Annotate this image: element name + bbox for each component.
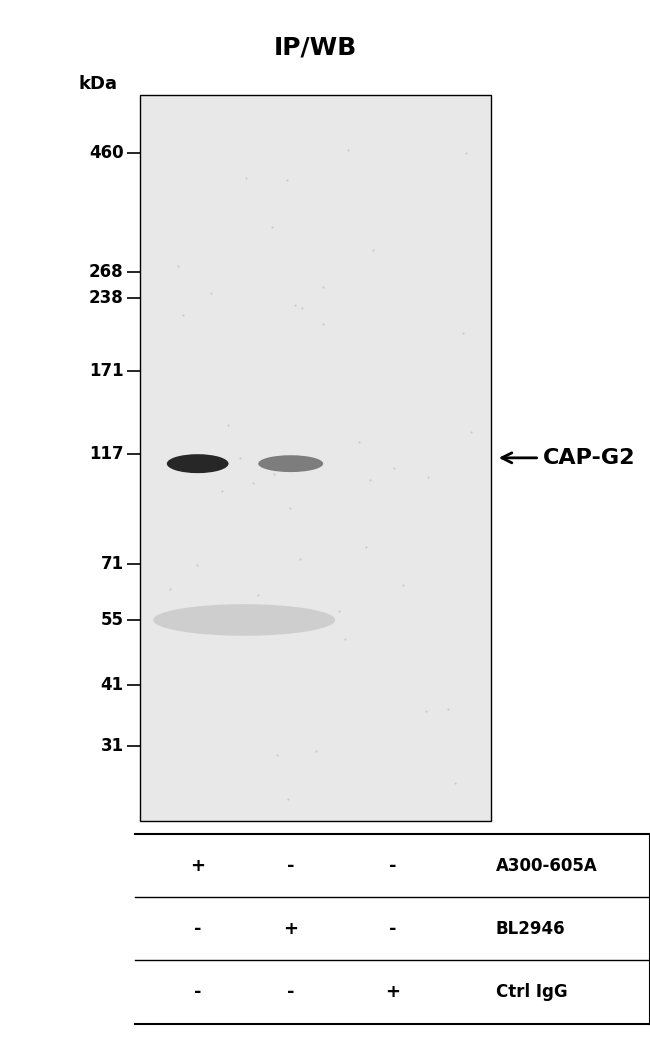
Text: A300-605A: A300-605A: [496, 856, 598, 875]
Text: -: -: [287, 982, 294, 1001]
Text: 55: 55: [101, 611, 124, 629]
Text: 171: 171: [89, 361, 124, 380]
Text: IP/WB: IP/WB: [274, 36, 357, 59]
Text: -: -: [389, 856, 396, 875]
Text: 460: 460: [89, 144, 124, 162]
Text: CAP-G2: CAP-G2: [543, 448, 635, 468]
Text: Ctrl IgG: Ctrl IgG: [496, 982, 567, 1001]
Text: 238: 238: [89, 289, 124, 307]
Ellipse shape: [167, 454, 229, 473]
Ellipse shape: [258, 455, 323, 472]
Text: 117: 117: [89, 445, 124, 463]
Text: +: +: [283, 919, 298, 938]
Text: +: +: [190, 856, 205, 875]
Text: -: -: [389, 919, 396, 938]
Text: 71: 71: [100, 555, 124, 573]
Ellipse shape: [153, 604, 335, 636]
Text: 41: 41: [100, 676, 124, 694]
Bar: [140, 95, 491, 821]
Text: -: -: [194, 919, 202, 938]
Text: 268: 268: [89, 263, 124, 281]
Text: 31: 31: [100, 737, 124, 755]
Text: -: -: [287, 856, 294, 875]
Text: BL2946: BL2946: [496, 919, 566, 938]
Text: kDa: kDa: [78, 75, 117, 94]
Text: -: -: [194, 982, 202, 1001]
Text: +: +: [385, 982, 400, 1001]
